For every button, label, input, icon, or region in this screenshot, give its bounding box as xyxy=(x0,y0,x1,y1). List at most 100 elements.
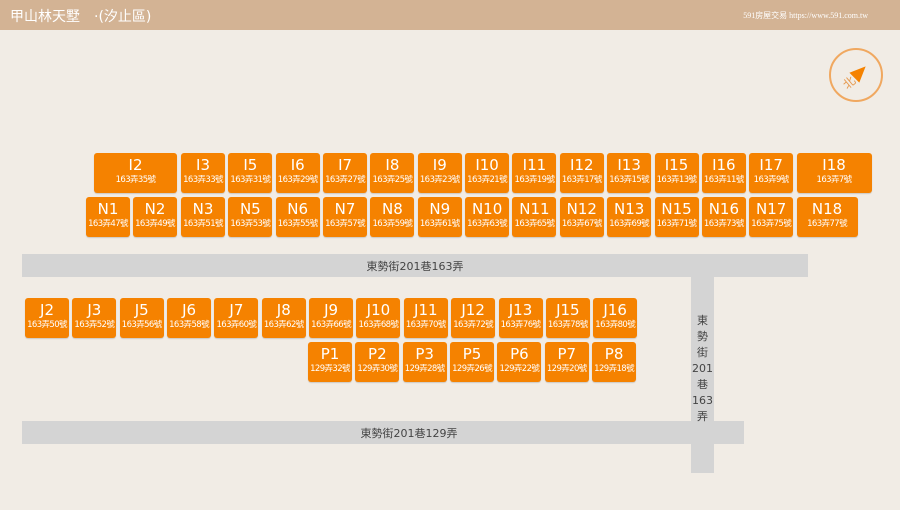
unit-code: J11 xyxy=(414,301,438,319)
unit-address: 163弄47號 xyxy=(88,219,128,229)
unit-address: 163弄58號 xyxy=(169,320,209,330)
unit-p3[interactable]: P3 129弄28號 xyxy=(402,342,447,382)
unit-address: 129弄22號 xyxy=(499,364,540,374)
unit-n16[interactable]: N16 163弄73號 xyxy=(701,197,746,237)
unit-code: N10 xyxy=(471,200,503,218)
unit-code: N13 xyxy=(613,200,645,218)
road-vertical-label: 東勢街 201 巷 163 弄 xyxy=(691,313,714,425)
road-163: 東勢街201巷163弄 xyxy=(22,254,808,277)
unit-address: 163弄73號 xyxy=(703,219,744,229)
unit-code: N7 xyxy=(334,200,356,218)
unit-n9[interactable]: N9 163弄61號 xyxy=(417,197,462,237)
unit-address: 163弄75號 xyxy=(751,219,792,229)
unit-n15[interactable]: N15 163弄71號 xyxy=(654,197,699,237)
unit-code: I2 xyxy=(128,156,143,174)
unit-p7[interactable]: P7 129弄20號 xyxy=(544,342,589,382)
unit-i11[interactable]: I11 163弄19號 xyxy=(512,153,557,193)
brand-link[interactable]: 591房屋交易 https://www.591.com.tw xyxy=(743,11,868,20)
unit-j16[interactable]: J16 163弄80號 xyxy=(593,298,638,338)
unit-j6[interactable]: J6 163弄58號 xyxy=(167,298,212,338)
unit-j11[interactable]: J11 163弄70號 xyxy=(403,298,448,338)
unit-i2[interactable]: I2 163弄35號 xyxy=(94,153,177,193)
unit-i6[interactable]: I6 163弄29號 xyxy=(275,153,320,193)
unit-i7[interactable]: I7 163弄27號 xyxy=(323,153,368,193)
unit-address: 163弄53號 xyxy=(230,219,271,229)
unit-address: 163弄23號 xyxy=(419,175,460,185)
unit-code: N15 xyxy=(661,200,692,218)
unit-n5[interactable]: N5 163弄53號 xyxy=(228,197,273,237)
unit-j10[interactable]: J10 163弄68號 xyxy=(356,298,401,338)
unit-i3[interactable]: I3 163弄33號 xyxy=(181,153,225,193)
unit-address: 129弄32號 xyxy=(310,364,350,374)
unit-n6[interactable]: N6 163弄55號 xyxy=(275,197,320,237)
unit-code: I10 xyxy=(475,156,499,174)
unit-code: J5 xyxy=(134,301,149,319)
unit-address: 163弄52號 xyxy=(74,320,115,330)
unit-address: 129弄26號 xyxy=(452,364,492,374)
unit-j8[interactable]: J8 163弄62號 xyxy=(261,298,306,338)
unit-n12[interactable]: N12 163弄67號 xyxy=(559,197,604,237)
unit-code: N6 xyxy=(287,200,309,218)
unit-p2[interactable]: P2 129弄30號 xyxy=(355,342,400,382)
unit-i5[interactable]: I5 163弄31號 xyxy=(228,153,273,193)
unit-code: P1 xyxy=(320,345,340,363)
unit-address: 163弄80號 xyxy=(595,320,636,330)
unit-address: 163弄62號 xyxy=(263,320,304,330)
unit-address: 163弄56號 xyxy=(121,320,162,330)
unit-address: 163弄65號 xyxy=(514,219,555,229)
unit-code: J7 xyxy=(229,301,244,319)
unit-address: 163弄29號 xyxy=(277,175,318,185)
unit-address: 163弄11號 xyxy=(703,175,744,185)
unit-code: N18 xyxy=(811,200,843,218)
unit-i10[interactable]: I10 163弄21號 xyxy=(465,153,510,193)
unit-p1[interactable]: P1 129弄32號 xyxy=(308,342,352,382)
unit-i15[interactable]: I15 163弄13號 xyxy=(654,153,699,193)
unit-i17[interactable]: I17 163弄9號 xyxy=(749,153,794,193)
unit-address: 129弄30號 xyxy=(357,364,398,374)
unit-n8[interactable]: N8 163弄59號 xyxy=(370,197,415,237)
unit-code: I17 xyxy=(759,156,783,174)
unit-address: 163弄61號 xyxy=(419,219,460,229)
unit-j7[interactable]: J7 163弄60號 xyxy=(214,298,259,338)
unit-n18[interactable]: N18 163弄77號 xyxy=(796,197,858,237)
unit-j2[interactable]: J2 163弄50號 xyxy=(25,298,69,338)
unit-n2[interactable]: N2 163弄49號 xyxy=(133,197,177,237)
unit-address: 163弄57號 xyxy=(325,219,365,229)
unit-j9[interactable]: J9 163弄66號 xyxy=(309,298,354,338)
unit-n1[interactable]: N1 163弄47號 xyxy=(86,197,130,237)
unit-i9[interactable]: I9 163弄23號 xyxy=(417,153,462,193)
unit-address: 163弄70號 xyxy=(405,320,446,330)
unit-j5[interactable]: J5 163弄56號 xyxy=(119,298,164,338)
unit-code: J13 xyxy=(508,301,533,319)
unit-p6[interactable]: P6 129弄22號 xyxy=(497,342,542,382)
unit-i16[interactable]: I16 163弄11號 xyxy=(701,153,746,193)
unit-address: 163弄27號 xyxy=(325,175,365,185)
page-title: 甲山林天墅 ·(汐止區) xyxy=(10,9,152,25)
unit-i13[interactable]: I13 163弄15號 xyxy=(607,153,652,193)
unit-address: 163弄33號 xyxy=(183,175,223,185)
unit-i8[interactable]: I8 163弄25號 xyxy=(370,153,415,193)
unit-code: N1 xyxy=(97,200,119,218)
road-129: 東勢街201巷129弄 xyxy=(22,421,744,444)
unit-code: J6 xyxy=(182,301,197,319)
unit-p5[interactable]: P5 129弄26號 xyxy=(450,342,495,382)
unit-p8[interactable]: P8 129弄18號 xyxy=(592,342,637,382)
unit-j15[interactable]: J15 163弄78號 xyxy=(545,298,590,338)
unit-i18[interactable]: I18 163弄7號 xyxy=(796,153,872,193)
unit-address: 163弄35號 xyxy=(115,175,156,185)
unit-code: J12 xyxy=(461,301,485,319)
unit-j12[interactable]: J12 163弄72號 xyxy=(451,298,496,338)
unit-i12[interactable]: I12 163弄17號 xyxy=(559,153,604,193)
unit-j13[interactable]: J13 163弄76號 xyxy=(498,298,543,338)
unit-j3[interactable]: J3 163弄52號 xyxy=(72,298,117,338)
unit-n17[interactable]: N17 163弄75號 xyxy=(749,197,794,237)
road-vertical-char: 東 xyxy=(697,314,708,327)
unit-code: I18 xyxy=(822,156,846,174)
unit-code: P2 xyxy=(368,345,387,363)
unit-n11[interactable]: N11 163弄65號 xyxy=(512,197,557,237)
unit-n10[interactable]: N10 163弄63號 xyxy=(465,197,510,237)
unit-n7[interactable]: N7 163弄57號 xyxy=(323,197,368,237)
unit-code: N12 xyxy=(566,200,597,218)
unit-n3[interactable]: N3 163弄51號 xyxy=(181,197,225,237)
unit-n13[interactable]: N13 163弄69號 xyxy=(607,197,652,237)
